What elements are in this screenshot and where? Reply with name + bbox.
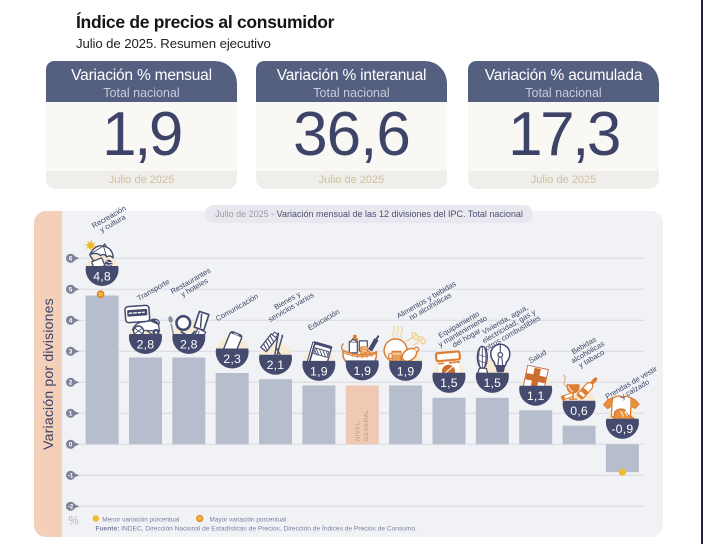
svg-text:1,9: 1,9 [397, 364, 415, 378]
svg-text:Bebidasalcohólicasy tabaco: Bebidasalcohólicasy tabaco [566, 332, 610, 372]
svg-text:Transporte: Transporte [135, 277, 171, 303]
svg-text:1,9: 1,9 [353, 364, 371, 378]
svg-text:%: % [69, 515, 79, 527]
svg-text:3: 3 [69, 349, 73, 356]
svg-text:Restaurantesy hoteles: Restaurantesy hoteles [169, 266, 216, 303]
svg-text:Recreacióny cultura: Recreacióny cultura [90, 203, 131, 236]
svg-text:Menor variación porcentual: Menor variación porcentual [102, 516, 179, 523]
svg-text:4: 4 [69, 318, 73, 325]
svg-text:-2: -2 [68, 505, 74, 511]
svg-text:2: 2 [69, 380, 73, 387]
svg-text:2,3: 2,3 [223, 352, 241, 366]
svg-text:6: 6 [69, 256, 73, 263]
svg-text:2,8: 2,8 [137, 337, 155, 351]
svg-text:5: 5 [69, 287, 73, 294]
svg-text:-0,9: -0,9 [611, 422, 633, 436]
svg-text:2,1: 2,1 [267, 358, 285, 372]
svg-text:1,9: 1,9 [310, 364, 328, 378]
svg-text:1,5: 1,5 [440, 376, 458, 390]
svg-text:Mayor variación porcentual: Mayor variación porcentual [210, 516, 287, 523]
svg-text:-1: -1 [68, 474, 74, 480]
svg-text:Fuente: INDEC, Dirección Nacio: Fuente: INDEC, Dirección Nacional de Est… [96, 524, 418, 533]
svg-text:1: 1 [69, 411, 73, 418]
svg-text:0,6: 0,6 [570, 404, 588, 418]
svg-text:Salud: Salud [527, 348, 548, 365]
svg-text:1,1: 1,1 [527, 389, 545, 403]
svg-text:4,8: 4,8 [93, 269, 111, 283]
svg-text:Comunicación: Comunicación [214, 292, 260, 324]
svg-text:0: 0 [69, 442, 73, 449]
svg-text:Alimentos y bebidasno alcohóli: Alimentos y bebidasno alcohólicas [395, 279, 462, 327]
svg-text:2,8: 2,8 [180, 337, 198, 351]
svg-text:1,5: 1,5 [483, 376, 501, 390]
svg-text:Educación: Educación [306, 307, 341, 332]
svg-text:Vivienda, agua,electricidad, g: Vivienda, agua,electricidad, gas yotros … [476, 300, 542, 352]
